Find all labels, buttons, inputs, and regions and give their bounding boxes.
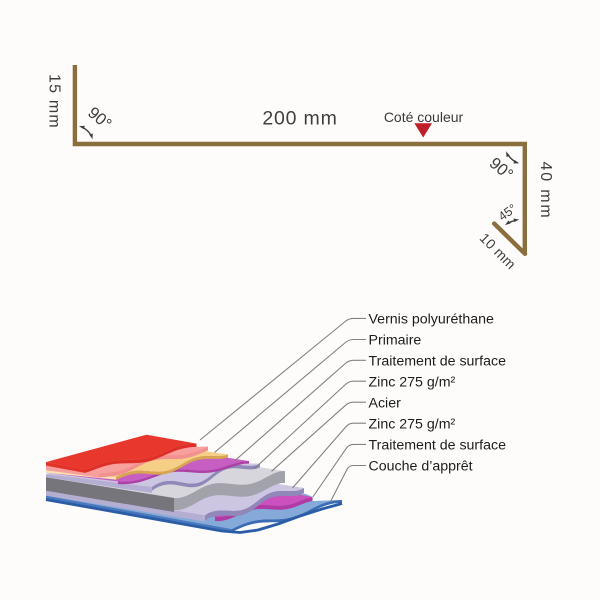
svg-text:Acier: Acier [369, 395, 402, 411]
svg-text:Couche d’apprêt: Couche d’apprêt [369, 459, 473, 475]
svg-text:40 mm: 40 mm [537, 162, 554, 220]
svg-text:Zinc 275 g/m²: Zinc 275 g/m² [369, 416, 456, 432]
svg-text:Vernis polyuréthane: Vernis polyuréthane [369, 312, 495, 328]
svg-text:Zinc 275 g/m²: Zinc 275 g/m² [369, 374, 456, 390]
svg-text:10 mm: 10 mm [477, 230, 520, 273]
svg-text:Coté couleur: Coté couleur [384, 109, 464, 125]
svg-text:Traitement de surface: Traitement de surface [369, 438, 507, 454]
svg-text:90°: 90° [84, 104, 115, 134]
svg-text:15 mm: 15 mm [46, 74, 63, 129]
svg-text:Primaire: Primaire [369, 333, 422, 349]
svg-text:Traitement de surface: Traitement de surface [369, 354, 507, 370]
svg-text:200 mm: 200 mm [262, 108, 337, 130]
